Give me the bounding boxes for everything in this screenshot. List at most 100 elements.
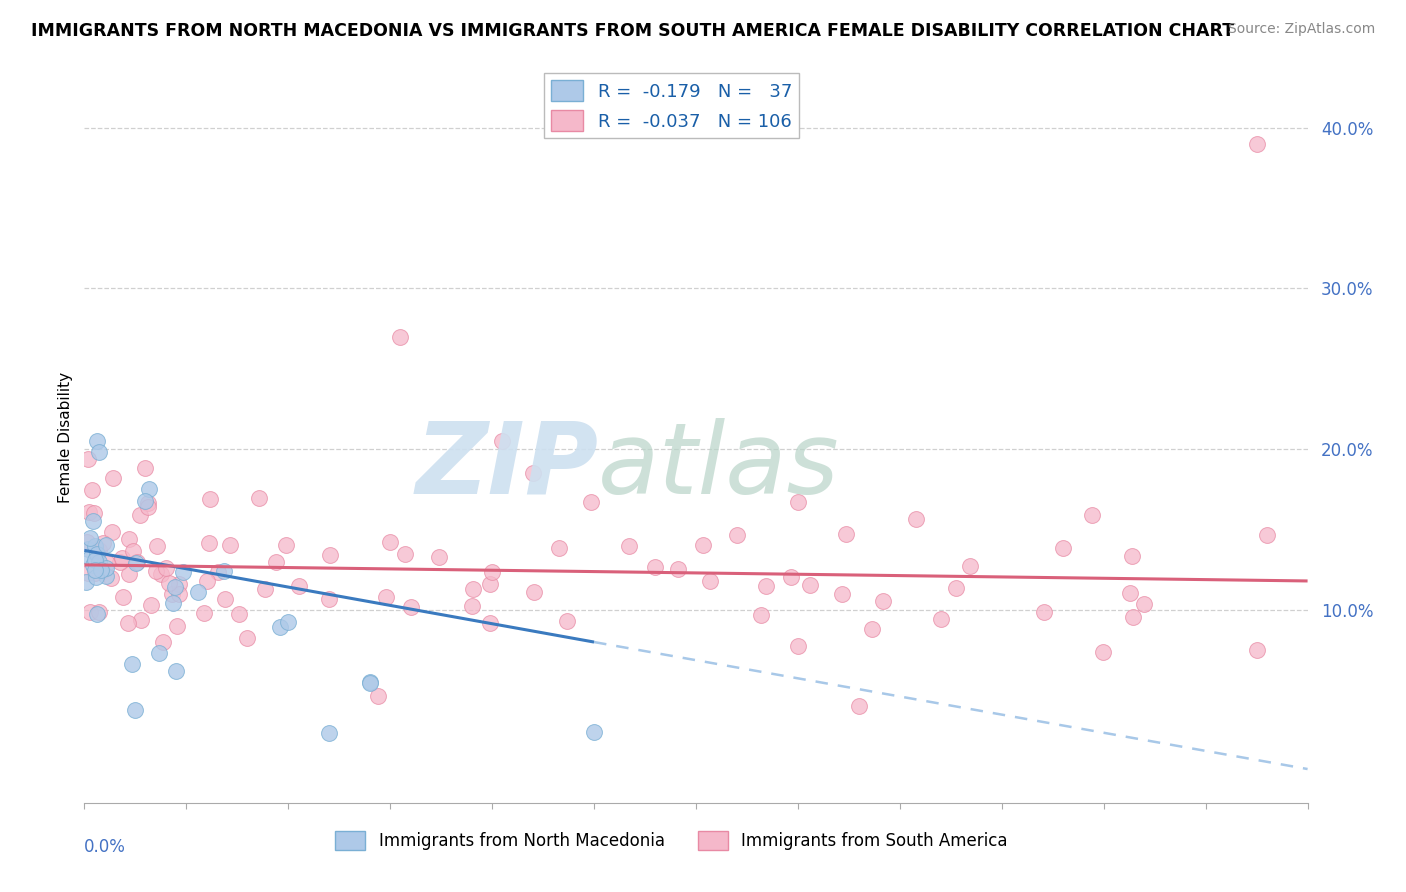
Point xyxy=(118,532,141,546)
Point xyxy=(269,620,291,634)
Point xyxy=(389,329,412,343)
Point xyxy=(1091,645,1114,659)
Point xyxy=(359,675,381,690)
Point xyxy=(831,587,853,601)
Point xyxy=(872,594,894,608)
Point xyxy=(121,657,143,671)
Point xyxy=(125,557,148,571)
Y-axis label: Female Disability: Female Disability xyxy=(58,371,73,503)
Point xyxy=(86,434,108,449)
Point xyxy=(491,434,513,449)
Point xyxy=(945,581,967,595)
Text: IMMIGRANTS FROM NORTH MACEDONIA VS IMMIGRANTS FROM SOUTH AMERICA FEMALE DISABILI: IMMIGRANTS FROM NORTH MACEDONIA VS IMMIG… xyxy=(31,22,1234,40)
Point xyxy=(929,612,952,626)
Point xyxy=(198,536,221,550)
Point xyxy=(165,664,187,678)
Point xyxy=(583,724,606,739)
Point xyxy=(749,608,772,623)
Point xyxy=(1119,586,1142,600)
Point xyxy=(699,574,721,589)
Point xyxy=(522,466,544,480)
Point xyxy=(77,505,100,519)
Point xyxy=(83,553,105,567)
Point xyxy=(108,555,131,569)
Point xyxy=(166,619,188,633)
Point xyxy=(100,525,122,540)
Point xyxy=(799,578,821,592)
Point xyxy=(87,542,110,557)
Point xyxy=(1122,610,1144,624)
Point xyxy=(905,512,928,526)
Point xyxy=(692,538,714,552)
Point xyxy=(128,508,150,522)
Point xyxy=(94,569,117,583)
Point xyxy=(155,561,177,575)
Point xyxy=(523,585,546,599)
Point xyxy=(80,483,103,497)
Point xyxy=(617,539,640,553)
Point xyxy=(274,538,297,552)
Point xyxy=(91,535,114,549)
Point xyxy=(266,555,288,569)
Point xyxy=(1246,643,1268,657)
Point xyxy=(318,591,340,606)
Point xyxy=(195,574,218,589)
Point xyxy=(1052,541,1074,556)
Point xyxy=(139,598,162,612)
Point xyxy=(134,493,156,508)
Point xyxy=(236,631,259,645)
Point xyxy=(461,599,484,613)
Point xyxy=(319,549,342,563)
Point xyxy=(959,559,981,574)
Point xyxy=(555,615,578,629)
Point xyxy=(94,538,117,552)
Point xyxy=(90,563,112,577)
Point xyxy=(138,482,160,496)
Point xyxy=(160,587,183,601)
Point xyxy=(167,587,190,601)
Point xyxy=(83,506,105,520)
Point xyxy=(644,560,666,574)
Point xyxy=(111,590,134,604)
Point xyxy=(86,547,108,561)
Point xyxy=(127,555,149,569)
Point xyxy=(1246,136,1268,151)
Point xyxy=(148,646,170,660)
Point xyxy=(157,576,180,591)
Point xyxy=(1133,597,1156,611)
Point xyxy=(87,555,110,569)
Point xyxy=(162,596,184,610)
Point xyxy=(82,558,104,572)
Point xyxy=(124,702,146,716)
Point xyxy=(481,565,503,579)
Point xyxy=(163,580,186,594)
Point xyxy=(86,607,108,621)
Point xyxy=(187,584,209,599)
Point xyxy=(75,574,97,589)
Point xyxy=(87,445,110,459)
Point xyxy=(214,592,236,607)
Point xyxy=(82,514,104,528)
Point xyxy=(253,582,276,596)
Point xyxy=(79,551,101,566)
Point xyxy=(100,571,122,585)
Point xyxy=(367,689,389,703)
Point xyxy=(76,534,98,549)
Point xyxy=(131,613,153,627)
Point xyxy=(79,531,101,545)
Point xyxy=(117,616,139,631)
Point xyxy=(835,526,858,541)
Point xyxy=(84,570,107,584)
Point xyxy=(136,496,159,510)
Point xyxy=(90,564,112,578)
Point xyxy=(96,556,118,570)
Point xyxy=(152,635,174,649)
Point xyxy=(247,491,270,505)
Point xyxy=(394,547,416,561)
Point xyxy=(122,543,145,558)
Point xyxy=(277,615,299,629)
Point xyxy=(375,590,398,604)
Text: atlas: atlas xyxy=(598,417,839,515)
Point xyxy=(96,560,118,574)
Point xyxy=(214,564,236,578)
